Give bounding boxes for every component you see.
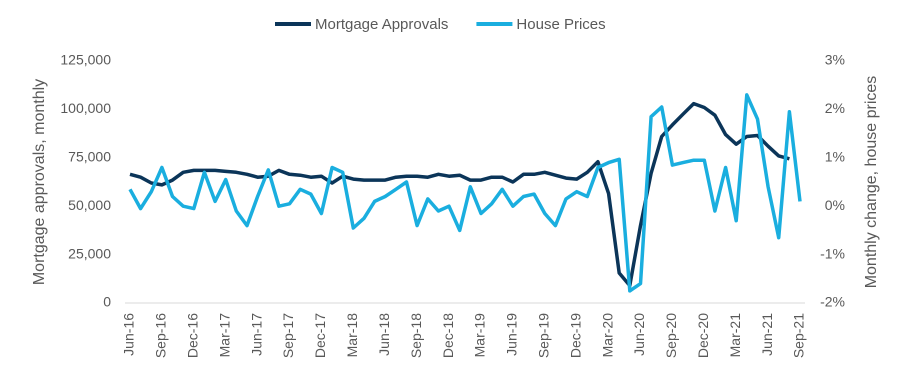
y2-axis-title: Monthly change, house prices (863, 76, 880, 289)
x-tick-label: Mar-19 (472, 313, 488, 358)
x-tick-label: Jun-16 (121, 313, 137, 356)
x-tick-label: Mar-17 (216, 313, 232, 358)
y-tick-label: 0 (103, 294, 111, 310)
x-tick-label: Sep-19 (535, 313, 551, 358)
y2-tick-label: -2% (820, 294, 845, 310)
y2-tick-label: 0% (825, 197, 845, 213)
x-tick-label: Dec-20 (695, 313, 711, 358)
y2-tick-label: 2% (825, 100, 845, 116)
legend-label: House Prices (516, 16, 605, 33)
x-tick-label: Dec-19 (567, 313, 583, 358)
x-tick-label: Jun-21 (759, 313, 775, 356)
y2-tick-label: 3% (825, 52, 845, 68)
y-tick-label: 125,000 (60, 52, 111, 68)
x-tick-label: Dec-16 (185, 313, 201, 358)
x-tick-label: Mar-21 (727, 313, 743, 358)
x-tick-label: Sep-18 (408, 313, 424, 358)
x-tick-label: Sep-21 (791, 313, 807, 358)
legend-label: Mortgage Approvals (315, 16, 448, 33)
x-tick-label: Jun-20 (631, 313, 647, 356)
x-tick-label: Sep-17 (280, 313, 296, 358)
series-line (129, 101, 790, 288)
y2-tick-label: -1% (820, 245, 845, 261)
y-tick-label: 75,000 (68, 149, 111, 165)
y-axis-title: Mortgage approvals, monthly (31, 79, 48, 285)
y-tick-label: 100,000 (60, 100, 111, 116)
y2-tick-label: 1% (825, 149, 845, 165)
x-tick-label: Jun-19 (504, 313, 520, 356)
x-tick-label: Jun-17 (248, 313, 264, 356)
series-line (128, 93, 802, 293)
x-tick-label: Sep-16 (153, 313, 169, 358)
x-tick-label: Sep-20 (663, 313, 679, 358)
y-tick-label: 50,000 (68, 197, 111, 213)
y-tick-label: 25,000 (68, 245, 111, 261)
x-tick-label: Mar-20 (599, 313, 615, 358)
x-tick-label: Jun-18 (376, 313, 392, 356)
x-tick-label: Mar-18 (344, 313, 360, 358)
x-tick-label: Dec-17 (312, 313, 328, 358)
x-tick-label: Dec-18 (440, 313, 456, 358)
